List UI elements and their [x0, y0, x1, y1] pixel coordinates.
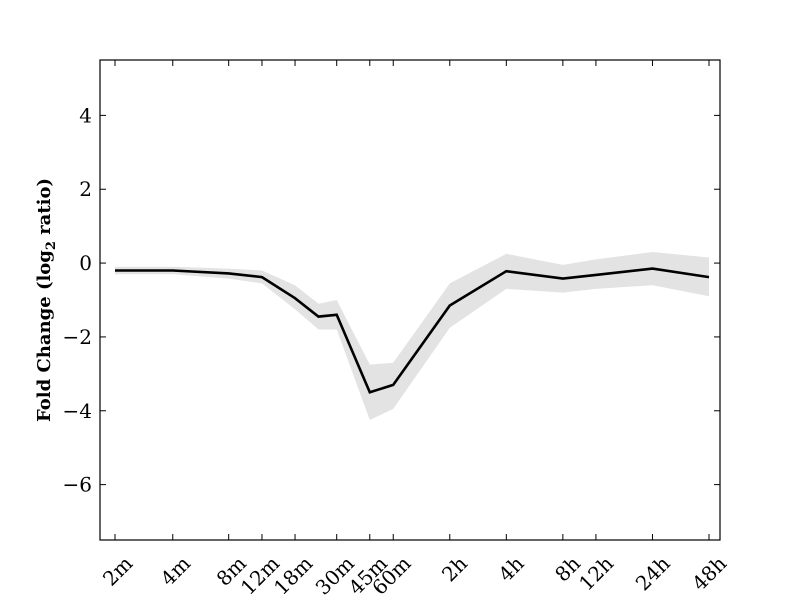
x-tick-label: 18m	[269, 551, 317, 599]
x-tick-label: 48h	[687, 551, 731, 595]
confidence-band	[115, 252, 709, 420]
y-axis-ticks: 4 2 0 −2 −4 −6	[63, 103, 720, 497]
plot-frame	[99, 59, 721, 541]
y-axis-title: Fold Change (log2 ratio)	[34, 178, 59, 422]
y-axis-title-main: Fold Change (log	[34, 250, 55, 422]
x-tick-label: 24h	[631, 551, 675, 595]
series-line-layer	[115, 267, 710, 394]
y-axis-title-suffix: ratio)	[34, 178, 55, 241]
y-tick-label: −4	[63, 399, 92, 423]
confidence-band-layer	[115, 252, 709, 420]
x-tick-label: 2m	[98, 551, 137, 590]
x-tick-label: 4m	[156, 551, 195, 590]
y-axis-title-subscript: 2	[44, 241, 59, 250]
y-tick-label: 4	[79, 103, 92, 127]
series-line	[115, 267, 710, 394]
y-tick-label: 0	[79, 251, 92, 275]
y-tick-label: −2	[63, 325, 92, 349]
y-tick-label: −6	[63, 473, 92, 497]
y-tick-label: 2	[79, 177, 92, 201]
x-tick-label: 12h	[574, 551, 618, 595]
x-tick-label: 4h	[494, 551, 529, 586]
x-tick-label: 2h	[437, 551, 472, 586]
